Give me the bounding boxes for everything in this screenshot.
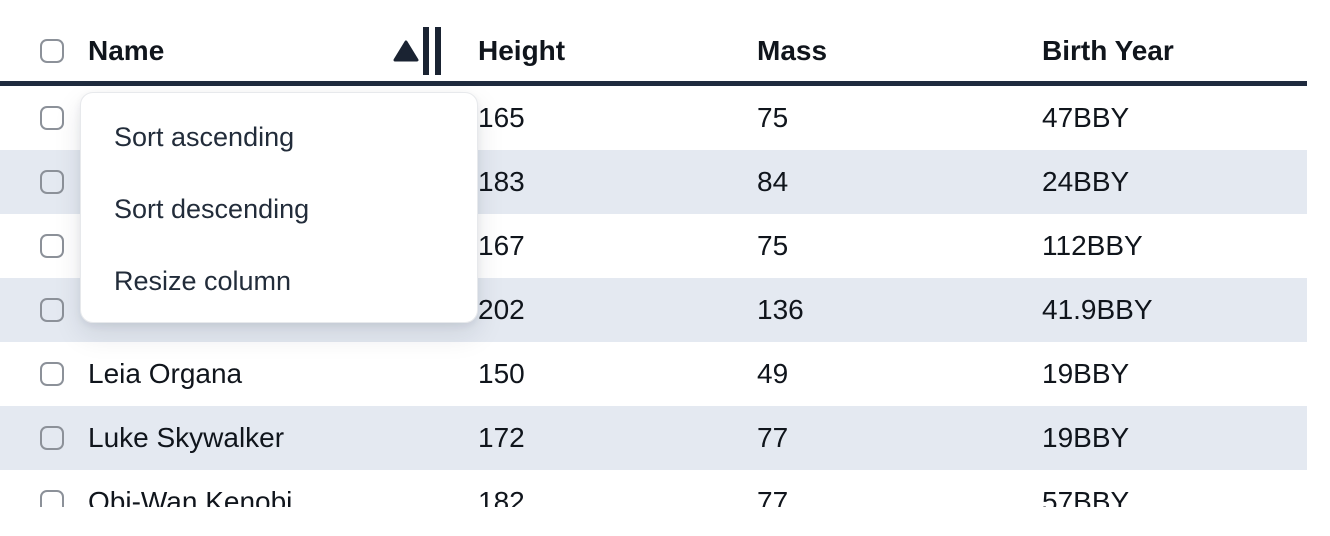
column-header-birth-year[interactable]: Birth Year bbox=[1042, 20, 1307, 81]
header-select-all-cell bbox=[0, 20, 88, 81]
row-checkbox-cell bbox=[0, 490, 88, 507]
row-checkbox-cell bbox=[0, 362, 88, 386]
resize-bar-icon bbox=[423, 26, 429, 75]
menu-item-sort-ascending[interactable]: Sort ascending bbox=[114, 121, 295, 152]
table-row: Leia Organa 150 49 19BBY bbox=[0, 342, 1307, 406]
table-header-row: Name Height Mass Birth Year bbox=[0, 20, 1307, 81]
menu-item-resize-column[interactable]: Resize column bbox=[114, 265, 292, 296]
column-context-menu: Sort ascending Sort descending Resize co… bbox=[80, 92, 478, 323]
cell-mass: 77 bbox=[757, 486, 789, 507]
column-header-name-label: Name bbox=[88, 34, 165, 66]
cell-name: Leia Organa bbox=[88, 358, 243, 389]
row-checkbox[interactable] bbox=[40, 362, 64, 386]
cell-height: 165 bbox=[478, 102, 525, 133]
cell-mass: 136 bbox=[757, 294, 804, 325]
cell-height: 167 bbox=[478, 230, 525, 261]
header-divider bbox=[0, 81, 1307, 86]
table-row: Luke Skywalker 172 77 19BBY bbox=[0, 406, 1307, 470]
column-header-name[interactable]: Name bbox=[88, 20, 478, 81]
cell-name: Luke Skywalker bbox=[88, 422, 285, 453]
row-checkbox-cell bbox=[0, 170, 88, 194]
column-resize-handle[interactable] bbox=[423, 26, 441, 75]
row-checkbox-cell bbox=[0, 234, 88, 258]
column-header-height-label: Height bbox=[478, 34, 566, 66]
cell-birth-year: 47BBY bbox=[1042, 102, 1130, 133]
cell-birth-year: 112BBY bbox=[1042, 230, 1143, 261]
column-header-mass-label: Mass bbox=[757, 34, 828, 66]
column-header-height[interactable]: Height bbox=[478, 20, 757, 81]
column-header-mass[interactable]: Mass bbox=[757, 20, 1042, 81]
cell-name: Obi-Wan Kenobi bbox=[88, 486, 293, 507]
row-checkbox[interactable] bbox=[40, 298, 64, 322]
row-checkbox[interactable] bbox=[40, 426, 64, 450]
cell-birth-year: 19BBY bbox=[1042, 422, 1130, 453]
row-checkbox[interactable] bbox=[40, 234, 64, 258]
cell-height: 172 bbox=[478, 422, 525, 453]
row-checkbox-cell bbox=[0, 426, 88, 450]
select-all-checkbox[interactable] bbox=[40, 38, 64, 63]
resize-bar-icon bbox=[435, 26, 441, 75]
table-row: Obi-Wan Kenobi 182 77 57BBY bbox=[0, 470, 1307, 507]
cell-birth-year: 57BBY bbox=[1042, 486, 1130, 507]
row-checkbox[interactable] bbox=[40, 106, 64, 130]
cell-height: 182 bbox=[478, 486, 525, 507]
cell-birth-year: 24BBY bbox=[1042, 166, 1130, 197]
cell-mass: 49 bbox=[757, 358, 789, 389]
cell-mass: 77 bbox=[757, 422, 789, 453]
sort-ascending-icon bbox=[393, 40, 419, 61]
cell-mass: 75 bbox=[757, 230, 789, 261]
cell-birth-year: 19BBY bbox=[1042, 358, 1130, 389]
cell-mass: 75 bbox=[757, 102, 789, 133]
cell-height: 202 bbox=[478, 294, 525, 325]
row-checkbox-cell bbox=[0, 298, 88, 322]
menu-item-sort-descending[interactable]: Sort descending bbox=[114, 193, 310, 224]
row-checkbox[interactable] bbox=[40, 490, 64, 507]
row-checkbox-cell bbox=[0, 106, 88, 130]
row-checkbox[interactable] bbox=[40, 170, 64, 194]
cell-height: 150 bbox=[478, 358, 525, 389]
cell-birth-year: 41.9BBY bbox=[1042, 294, 1153, 325]
cell-mass: 84 bbox=[757, 166, 789, 197]
cell-height: 183 bbox=[478, 166, 525, 197]
column-header-birth-year-label: Birth Year bbox=[1042, 34, 1174, 66]
